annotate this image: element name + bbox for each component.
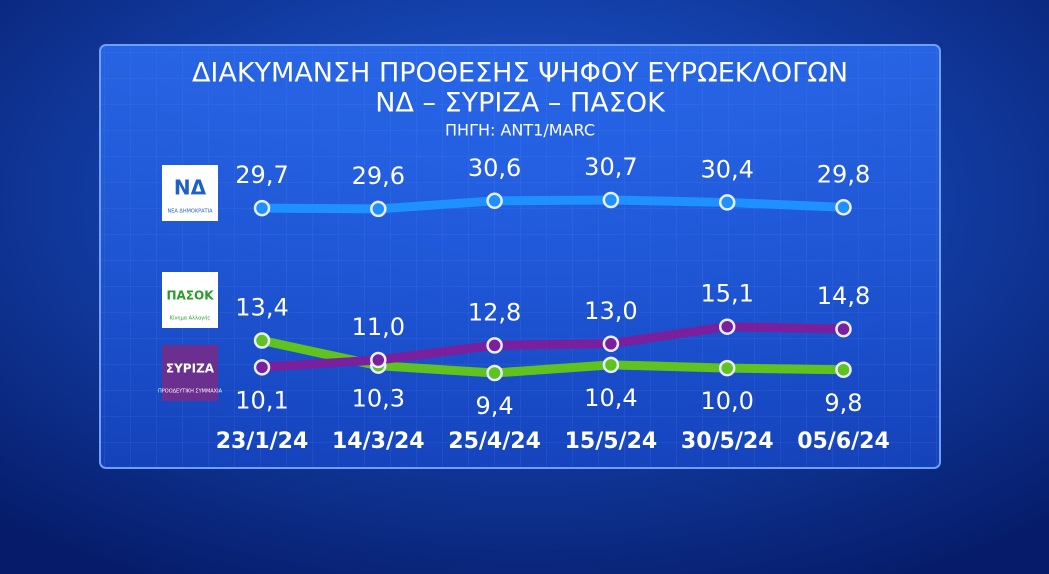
legend: ΝΔ ΝΕΑ ΔΗΜΟΚΡΑΤΙΑ ΠΑΣΟΚ Κίνημα Αλλαγής ΣΥΡΙΖ…: [158, 165, 223, 401]
data-label: 10,3: [352, 385, 405, 413]
data-point: [835, 199, 852, 216]
data-point: [835, 320, 852, 338]
data-point: [602, 191, 620, 209]
data-point: [253, 332, 271, 349]
plot: 23/1/24 14/3/24 25/4/24 15/5/24 30/5/24 05/6/…: [216, 153, 890, 454]
data-point: [253, 359, 271, 376]
data-point: [486, 364, 503, 382]
data-point: [486, 337, 503, 354]
data-point: [253, 199, 271, 217]
party-logo: [162, 165, 218, 221]
chart-title: ΔΙΑΚΥΜΑΝΣΗ ΠΡΟΘΕΣΗΣ ΨΗΦΟΥ ΕΥΡΩΕΚΛΟΓΩΝ: [192, 58, 848, 89]
data-point: [602, 356, 620, 374]
data-label: 14,8: [817, 282, 870, 310]
x-tick-label: 25/4/24: [448, 429, 541, 454]
x-tick-label: 23/1/24: [216, 429, 309, 454]
data-label: 10,0: [700, 387, 753, 415]
party-logo: [162, 345, 218, 401]
data-label: 13,4: [235, 294, 288, 322]
data-label: 13,0: [584, 297, 637, 325]
data-point: [718, 318, 736, 335]
legend-sublabel: ΠΡΟΟΔΕΥΤΙΚΗ ΣΥΜΜΑΧΙΑ: [158, 389, 223, 395]
source: ΠΗΓΗ: ANT1/MARC: [445, 121, 595, 140]
x-tick-label: 30/5/24: [681, 429, 774, 454]
legend-sublabel: Κίνημα Αλλαγής: [170, 315, 211, 322]
party-logo: [162, 272, 218, 328]
data-label: 12,8: [468, 298, 521, 326]
x-tick-label: 14/3/24: [332, 429, 425, 454]
legend-label: ΝΔ: [174, 176, 207, 200]
legend-item: ΠΑΣΟΚ Κίνημα Αλλαγής: [162, 272, 218, 328]
data-point: [718, 359, 736, 377]
data-label: 29,6: [352, 162, 405, 190]
data-label: 9,4: [476, 392, 514, 420]
data-label: 30,7: [584, 153, 637, 181]
legend-label: ΠΑΣΟΚ: [166, 289, 214, 303]
data-label: 29,7: [235, 161, 288, 189]
data-point: [370, 200, 387, 218]
data-label: 15,1: [700, 280, 753, 308]
data-point: [718, 194, 736, 211]
legend-sublabel: ΝΕΑ ΔΗΜΟΚΡΑΤΙΑ: [167, 209, 213, 215]
data-point: [486, 192, 503, 210]
series-line: [257, 322, 848, 372]
x-tick-label: 15/5/24: [565, 429, 658, 454]
legend-item: ΝΔ ΝΕΑ ΔΗΜΟΚΡΑΤΙΑ: [162, 165, 218, 221]
data-label: 30,6: [468, 154, 521, 182]
data-label: 30,4: [700, 155, 753, 183]
data-point: [370, 351, 387, 369]
data-point: [602, 335, 620, 353]
x-tick-label: 05/6/24: [797, 429, 890, 454]
data-label: 29,8: [817, 160, 870, 188]
legend-item: ΣΥΡΙΖΑ ΠΡΟΟΔΕΥΤΙΚΗ ΣΥΜΜΑΧΙΑ: [158, 345, 223, 401]
data-label: 9,8: [824, 389, 862, 417]
chart-subtitle: ΝΔ – ΣΥΡΙΖΑ – ΠΑΣΟΚ: [375, 88, 666, 119]
data-label: 10,1: [235, 386, 288, 414]
data-point: [835, 361, 852, 379]
data-label: 11,0: [352, 313, 405, 341]
data-label: 10,4: [584, 384, 637, 412]
series-line: [257, 195, 848, 214]
legend-label: ΣΥΡΙΖΑ: [166, 362, 215, 376]
